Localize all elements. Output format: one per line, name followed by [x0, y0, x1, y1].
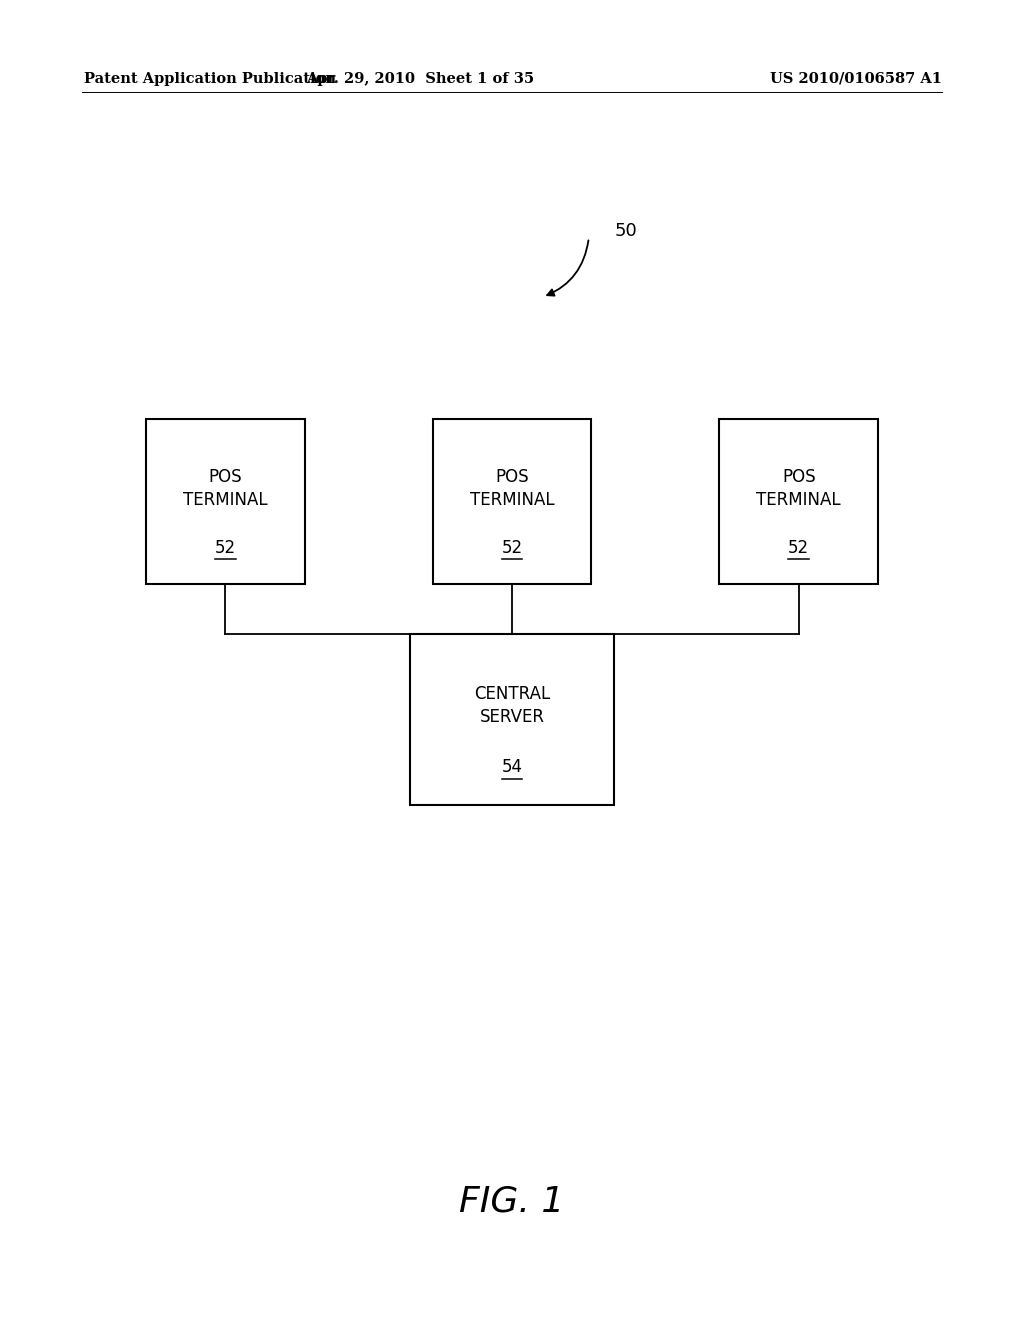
Bar — [410, 634, 614, 805]
Text: 52: 52 — [502, 539, 522, 557]
Text: Apr. 29, 2010  Sheet 1 of 35: Apr. 29, 2010 Sheet 1 of 35 — [306, 73, 534, 86]
Text: 50: 50 — [614, 222, 637, 240]
Text: POS
TERMINAL: POS TERMINAL — [470, 467, 554, 510]
Bar — [146, 420, 305, 583]
Bar — [719, 420, 879, 583]
Text: CENTRAL
SERVER: CENTRAL SERVER — [474, 685, 550, 726]
Text: 54: 54 — [502, 759, 522, 776]
Text: 52: 52 — [788, 539, 809, 557]
Text: US 2010/0106587 A1: US 2010/0106587 A1 — [770, 73, 942, 86]
Text: POS
TERMINAL: POS TERMINAL — [757, 467, 841, 510]
Text: FIG. 1: FIG. 1 — [460, 1184, 564, 1218]
Text: 52: 52 — [215, 539, 236, 557]
Text: Patent Application Publication: Patent Application Publication — [84, 73, 336, 86]
Bar — [432, 420, 592, 583]
Text: POS
TERMINAL: POS TERMINAL — [183, 467, 267, 510]
